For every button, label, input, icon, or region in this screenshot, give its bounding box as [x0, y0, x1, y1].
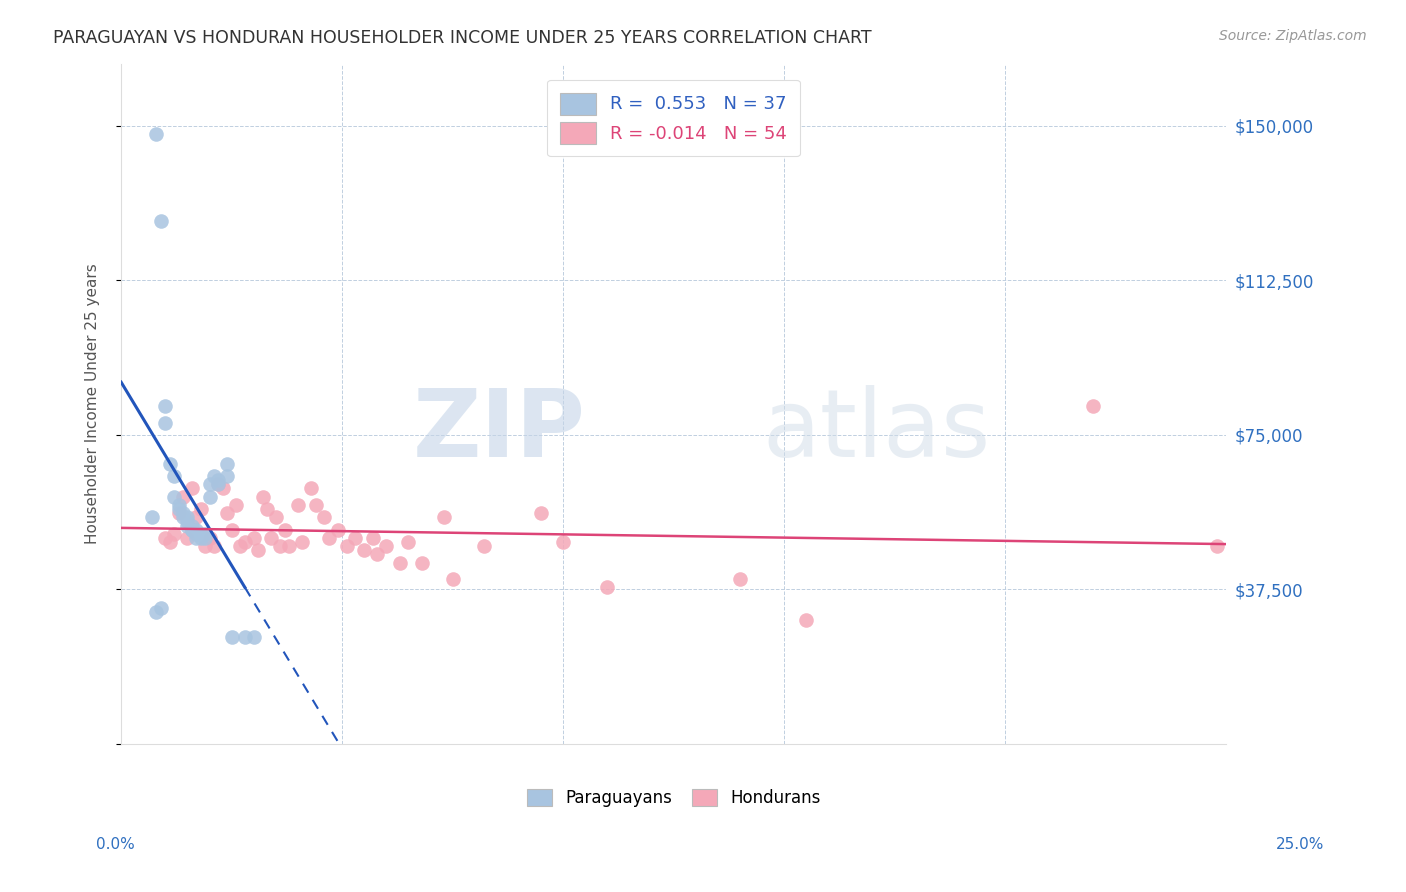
Point: [229, 539, 252, 553]
Point: [217, 457, 239, 471]
Point: [596, 580, 619, 594]
Point: [233, 535, 256, 549]
Point: [198, 531, 221, 545]
Point: [211, 482, 233, 496]
Point: [1206, 539, 1229, 553]
Point: [217, 469, 239, 483]
Point: [256, 502, 278, 516]
Point: [176, 515, 198, 529]
Point: [149, 213, 172, 227]
Point: [194, 539, 217, 553]
Legend: Paraguayans, Hondurans: Paraguayans, Hondurans: [520, 782, 827, 814]
Point: [242, 531, 264, 545]
Point: [198, 490, 221, 504]
Point: [344, 531, 367, 545]
Point: [269, 539, 291, 553]
Point: [375, 539, 398, 553]
Point: [180, 482, 202, 496]
Point: [433, 510, 456, 524]
Point: [167, 498, 190, 512]
Point: [264, 510, 287, 524]
Point: [247, 543, 270, 558]
Point: [172, 506, 194, 520]
Point: [441, 572, 464, 586]
Point: [172, 490, 194, 504]
Point: [155, 399, 177, 413]
Point: [551, 535, 574, 549]
Text: ZIP: ZIP: [412, 385, 585, 477]
Point: [411, 556, 433, 570]
Point: [221, 630, 243, 644]
Point: [388, 556, 411, 570]
Point: [233, 630, 256, 644]
Point: [145, 127, 167, 141]
Point: [221, 523, 243, 537]
Point: [186, 510, 208, 524]
Point: [202, 539, 225, 553]
Point: [207, 473, 229, 487]
Point: [176, 531, 198, 545]
Point: [159, 535, 181, 549]
Y-axis label: Householder Income Under 25 years: Householder Income Under 25 years: [86, 264, 100, 544]
Point: [217, 506, 239, 520]
Text: 0.0%: 0.0%: [96, 838, 135, 852]
Point: [180, 523, 202, 537]
Point: [176, 518, 198, 533]
Point: [180, 518, 202, 533]
Point: [396, 535, 419, 549]
Point: [1083, 399, 1105, 413]
Point: [287, 498, 309, 512]
Point: [314, 510, 336, 524]
Point: [202, 469, 225, 483]
Point: [155, 416, 177, 430]
Point: [361, 531, 384, 545]
Point: [242, 630, 264, 644]
Point: [159, 457, 181, 471]
Point: [530, 506, 553, 520]
Point: [252, 490, 274, 504]
Point: [186, 526, 208, 541]
Point: [155, 531, 177, 545]
Point: [291, 535, 314, 549]
Text: atlas: atlas: [762, 385, 990, 477]
Point: [180, 523, 202, 537]
Point: [366, 547, 388, 561]
Point: [225, 498, 247, 512]
Point: [207, 477, 229, 491]
Point: [278, 539, 301, 553]
Text: Source: ZipAtlas.com: Source: ZipAtlas.com: [1219, 29, 1367, 43]
Point: [194, 531, 217, 545]
Point: [176, 510, 198, 524]
Point: [186, 523, 208, 537]
Point: [167, 502, 190, 516]
Point: [141, 510, 163, 524]
Point: [304, 498, 326, 512]
Text: PARAGUAYAN VS HONDURAN HOUSEHOLDER INCOME UNDER 25 YEARS CORRELATION CHART: PARAGUAYAN VS HONDURAN HOUSEHOLDER INCOM…: [53, 29, 872, 46]
Text: 25.0%: 25.0%: [1277, 838, 1324, 852]
Point: [149, 601, 172, 615]
Point: [299, 482, 322, 496]
Point: [190, 531, 212, 545]
Point: [335, 539, 357, 553]
Point: [198, 477, 221, 491]
Point: [190, 502, 212, 516]
Point: [318, 531, 340, 545]
Point: [163, 490, 186, 504]
Point: [472, 539, 495, 553]
Point: [728, 572, 751, 586]
Point: [145, 605, 167, 619]
Point: [207, 477, 229, 491]
Point: [326, 523, 349, 537]
Point: [260, 531, 283, 545]
Point: [194, 526, 217, 541]
Point: [273, 523, 295, 537]
Point: [190, 526, 212, 541]
Point: [353, 543, 375, 558]
Point: [167, 506, 190, 520]
Point: [163, 469, 186, 483]
Point: [186, 531, 208, 545]
Point: [794, 613, 817, 627]
Point: [172, 510, 194, 524]
Point: [163, 526, 186, 541]
